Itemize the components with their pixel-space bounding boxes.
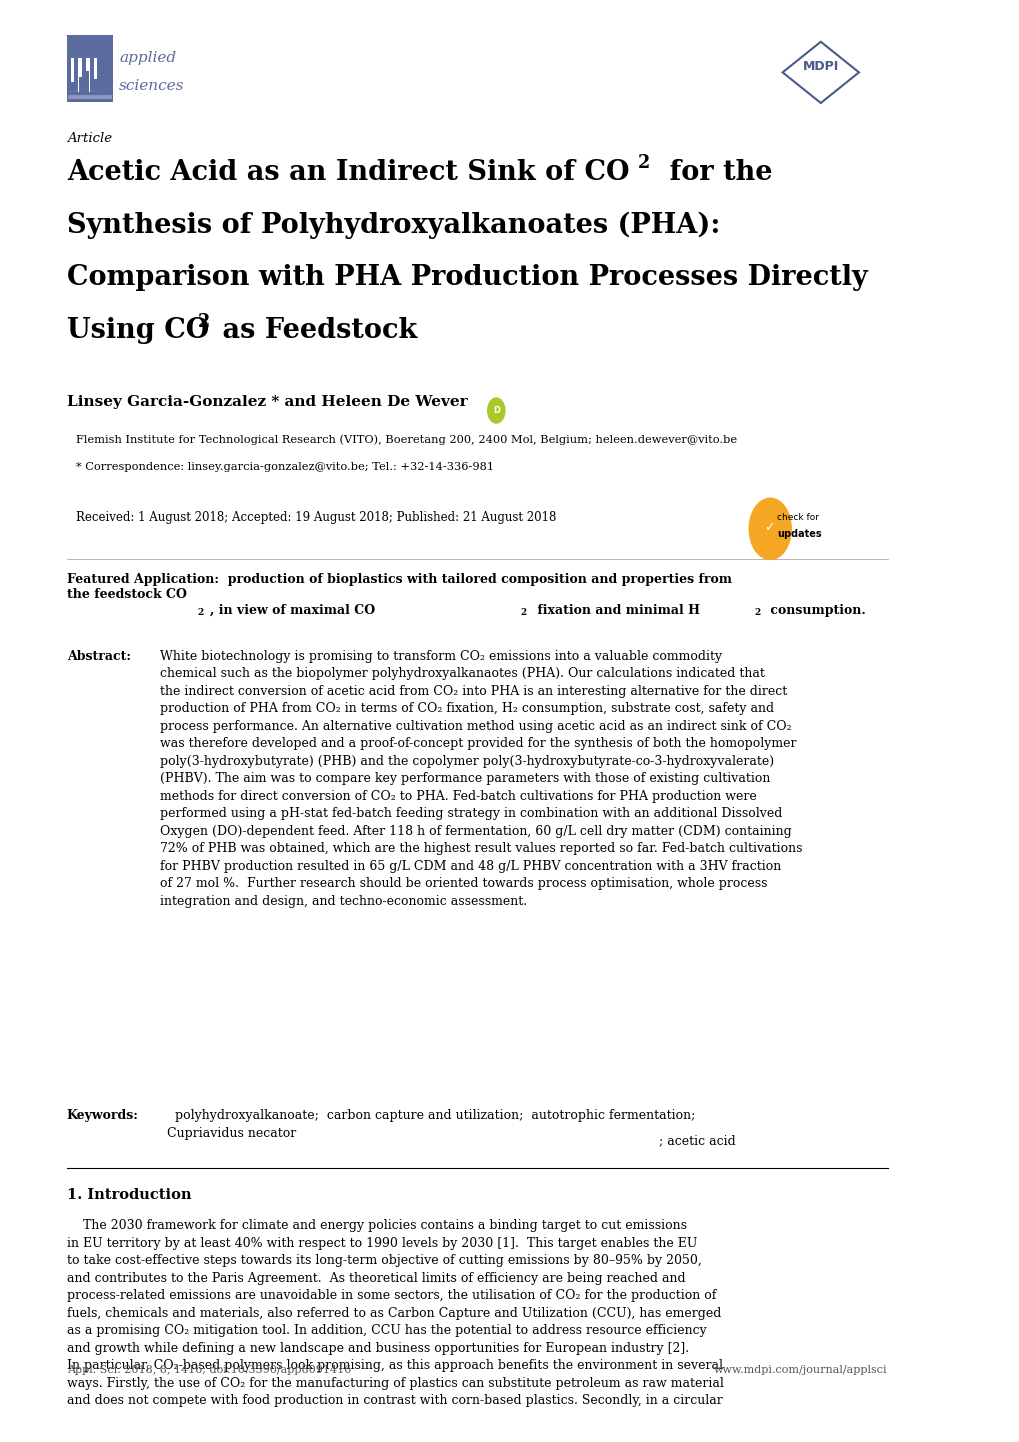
Text: Flemish Institute for Technological Research (VITO), Boeretang 200, 2400 Mol, Be: Flemish Institute for Technological Rese… (76, 434, 737, 444)
Text: * Correspondence: linsey.garcia-gonzalez@vito.be; Tel.: +32-14-336-981: * Correspondence: linsey.garcia-gonzalez… (76, 461, 494, 472)
Ellipse shape (94, 89, 97, 98)
Bar (70, 59, 74, 94)
Text: applied: applied (119, 52, 176, 65)
Text: 2: 2 (753, 609, 759, 617)
Text: 2: 2 (520, 609, 526, 617)
Text: White biotechnology is promising to transform CO₂ emissions into a valuable comm: White biotechnology is promising to tran… (160, 650, 802, 908)
Bar (67, 95, 111, 99)
Bar (94, 79, 97, 94)
Text: 2: 2 (198, 313, 210, 332)
Text: D: D (492, 407, 499, 415)
Text: , in view of maximal CO: , in view of maximal CO (210, 604, 375, 617)
Text: Acetic Acid as an Indirect Sink of CO: Acetic Acid as an Indirect Sink of CO (66, 159, 629, 186)
Text: consumption.: consumption. (765, 604, 865, 617)
Bar (71, 82, 74, 94)
Text: The 2030 framework for climate and energy policies contains a binding target to : The 2030 framework for climate and energ… (66, 1218, 722, 1407)
Text: polyhydroxyalkanoate;  carbon capture and utilization;  autotrophic fermentation: polyhydroxyalkanoate; carbon capture and… (167, 1109, 695, 1139)
Bar (86, 59, 90, 94)
Bar (78, 76, 82, 94)
Bar (67, 92, 111, 101)
Text: ✓: ✓ (763, 521, 774, 534)
Ellipse shape (78, 89, 82, 98)
Ellipse shape (86, 89, 90, 98)
Bar (78, 59, 82, 94)
Text: Keywords:: Keywords: (66, 1109, 139, 1122)
Text: 2: 2 (198, 609, 204, 617)
Text: Comparison with PHA Production Processes Directly: Comparison with PHA Production Processes… (66, 264, 867, 291)
Text: Appl. Sci. 2018, 8, 1416; doi:10.3390/app8091416: Appl. Sci. 2018, 8, 1416; doi:10.3390/ap… (66, 1366, 351, 1376)
Text: Abstract:: Abstract: (66, 650, 130, 663)
Text: sciences: sciences (119, 79, 184, 94)
Text: Synthesis of Polyhydroxyalkanoates (PHA):: Synthesis of Polyhydroxyalkanoates (PHA)… (66, 212, 719, 239)
Circle shape (487, 398, 504, 423)
Text: www.mdpi.com/journal/applsci: www.mdpi.com/journal/applsci (713, 1366, 887, 1376)
Text: MDPI: MDPI (802, 61, 838, 74)
Text: Featured Application:  production of bioplastics with tailored composition and p: Featured Application: production of biop… (66, 574, 731, 601)
Text: 1. Introduction: 1. Introduction (66, 1188, 192, 1203)
Text: Received: 1 August 2018; Accepted: 19 August 2018; Published: 21 August 2018: Received: 1 August 2018; Accepted: 19 Au… (76, 510, 556, 523)
Circle shape (749, 499, 791, 559)
Text: updates: updates (776, 529, 820, 539)
Text: ; acetic acid: ; acetic acid (167, 1135, 735, 1148)
Text: Linsey Garcia-Gonzalez * and Heleen De Wever: Linsey Garcia-Gonzalez * and Heleen De W… (66, 395, 467, 410)
Text: Using CO: Using CO (66, 317, 209, 345)
Ellipse shape (70, 89, 74, 98)
Bar (87, 71, 89, 94)
Text: for the: for the (660, 159, 772, 186)
Bar (66, 35, 112, 101)
Text: check for: check for (776, 513, 818, 522)
Text: 2: 2 (637, 154, 649, 173)
Text: Article: Article (66, 133, 112, 146)
Text: fixation and minimal H: fixation and minimal H (532, 604, 699, 617)
Text: as Feedstock: as Feedstock (213, 317, 417, 345)
Bar (94, 59, 97, 94)
